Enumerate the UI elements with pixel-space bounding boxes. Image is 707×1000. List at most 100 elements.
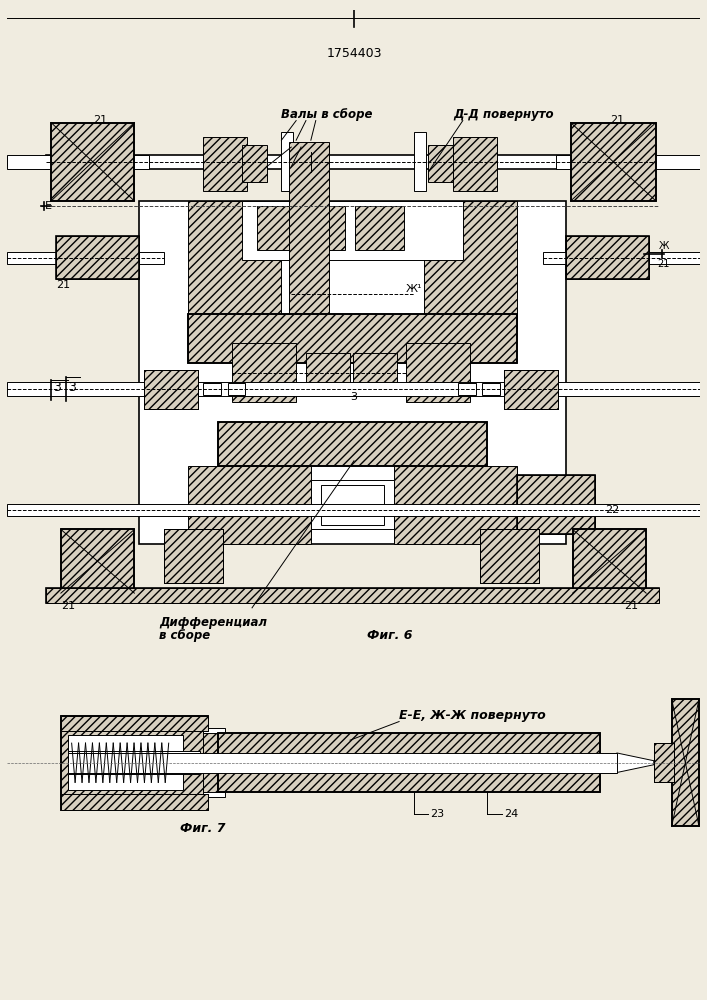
Bar <box>61 529 134 593</box>
Bar <box>353 353 397 392</box>
Bar <box>51 123 134 201</box>
Bar <box>7 382 700 396</box>
Bar <box>458 383 476 395</box>
Bar <box>556 155 700 169</box>
Bar <box>203 137 247 191</box>
Bar <box>7 504 700 516</box>
Bar <box>566 236 649 279</box>
Bar <box>61 794 208 810</box>
Bar <box>218 422 487 466</box>
Text: 22: 22 <box>605 505 619 515</box>
Bar <box>517 475 595 534</box>
Bar <box>517 475 595 534</box>
Bar <box>672 699 699 826</box>
Bar <box>504 370 558 409</box>
Text: 21: 21 <box>56 280 70 290</box>
Bar <box>257 206 345 250</box>
Text: Валы в сборе: Валы в сборе <box>281 108 373 121</box>
Bar <box>46 588 659 603</box>
Bar <box>543 252 700 264</box>
Bar <box>573 529 646 593</box>
Bar <box>51 123 134 201</box>
Bar <box>139 201 566 544</box>
Bar <box>311 480 395 529</box>
Bar <box>203 733 225 792</box>
Bar <box>428 145 453 182</box>
Bar <box>481 529 539 583</box>
Bar <box>188 314 517 363</box>
Text: 24: 24 <box>504 809 518 819</box>
Bar <box>218 733 600 792</box>
Bar <box>453 137 497 191</box>
Bar <box>218 733 600 792</box>
Bar <box>61 716 208 810</box>
Bar <box>144 370 198 409</box>
Bar <box>203 383 221 395</box>
Bar <box>654 743 674 782</box>
Bar <box>218 422 487 466</box>
Text: 3: 3 <box>351 392 358 402</box>
Text: Ж¹: Ж¹ <box>406 284 422 294</box>
Bar <box>7 155 149 169</box>
Bar <box>188 314 517 363</box>
Bar <box>56 236 139 279</box>
Bar <box>203 728 225 797</box>
Text: в сборе: в сборе <box>159 629 210 642</box>
Polygon shape <box>617 753 654 773</box>
Bar <box>46 588 659 603</box>
Bar <box>481 529 539 583</box>
Bar <box>243 145 267 182</box>
Bar <box>406 343 469 402</box>
Bar <box>188 201 281 328</box>
Polygon shape <box>654 761 666 765</box>
Bar <box>243 201 463 260</box>
Bar <box>654 743 674 782</box>
Text: Ж: Ж <box>658 241 669 251</box>
Bar <box>482 383 500 395</box>
Text: 3: 3 <box>53 381 61 394</box>
Bar <box>672 699 699 826</box>
Text: 21: 21 <box>624 601 638 611</box>
Bar <box>414 132 426 191</box>
Bar <box>68 753 617 773</box>
Bar <box>423 201 517 328</box>
Bar <box>61 716 208 731</box>
Text: E: E <box>45 201 52 211</box>
Bar <box>144 370 198 409</box>
Bar <box>228 383 245 395</box>
Bar <box>571 123 656 201</box>
Bar <box>61 529 134 593</box>
Bar <box>61 794 208 810</box>
Text: 21: 21 <box>93 115 107 125</box>
Bar <box>68 735 183 790</box>
Bar <box>164 529 223 583</box>
Text: 21: 21 <box>61 601 75 611</box>
Bar <box>566 236 649 279</box>
Bar <box>233 343 296 402</box>
Text: Фиг. 7: Фиг. 7 <box>180 822 226 835</box>
Text: 3: 3 <box>68 381 76 394</box>
Text: Е-Е, Ж-Ж повернуто: Е-Е, Ж-Ж повернуто <box>399 709 546 722</box>
Bar <box>7 158 149 166</box>
Bar <box>68 751 200 774</box>
Bar <box>281 132 293 191</box>
Bar <box>504 370 558 409</box>
Bar <box>573 529 646 593</box>
Text: Д-Д повернуто: Д-Д повернуто <box>453 108 554 121</box>
Bar <box>46 155 654 169</box>
Bar <box>188 466 311 544</box>
Bar <box>395 466 517 544</box>
Text: 21: 21 <box>658 259 670 269</box>
Text: Дифференциал: Дифференциал <box>159 616 267 629</box>
Bar <box>56 236 139 279</box>
Bar <box>306 353 350 392</box>
Bar <box>289 142 329 338</box>
Bar <box>571 123 656 201</box>
Bar <box>355 206 404 250</box>
Bar <box>61 716 208 810</box>
Bar <box>7 252 164 264</box>
Text: 1754403: 1754403 <box>326 47 382 60</box>
Bar <box>164 529 223 583</box>
Text: Фиг. 6: Фиг. 6 <box>366 629 412 642</box>
Bar <box>321 485 385 525</box>
